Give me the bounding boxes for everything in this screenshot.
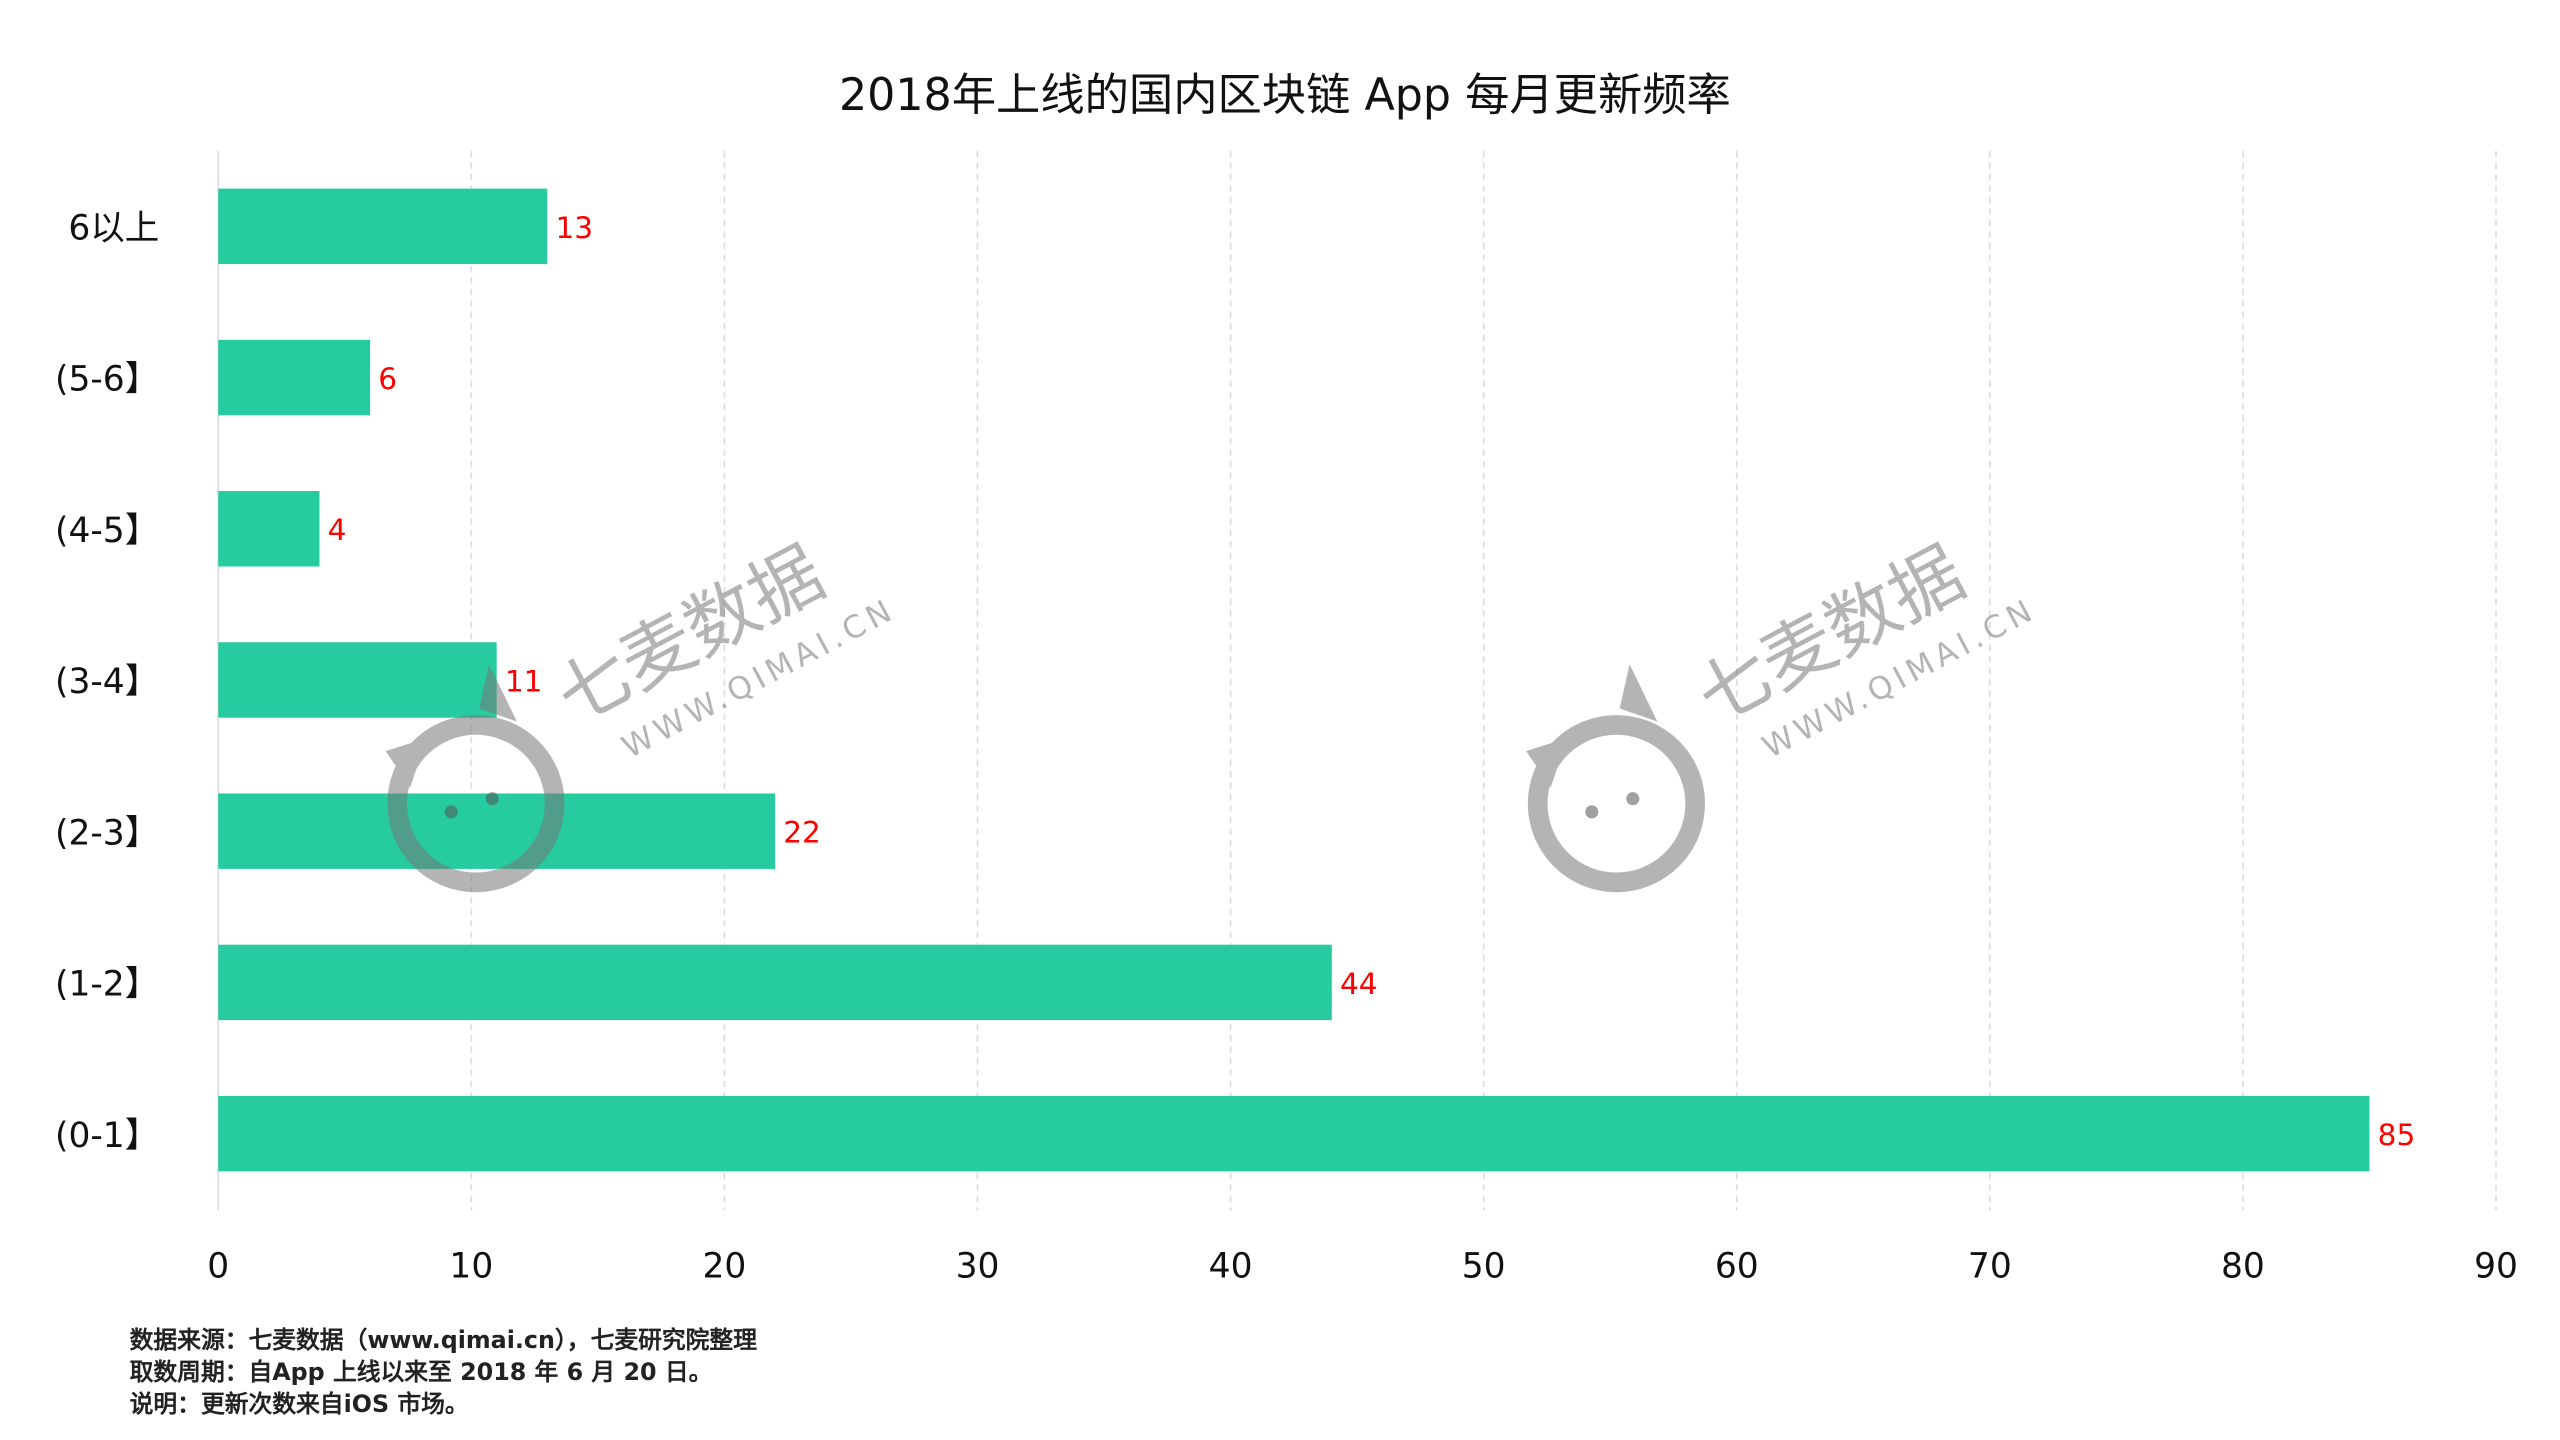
chart-title: 2018年上线的国内区块链 App 每月更新频率: [839, 70, 1731, 121]
footnote: 数据来源：七麦数据（www.qimai.cn），七麦研究院整理: [130, 1326, 758, 1354]
footnotes: 数据来源：七麦数据（www.qimai.cn），七麦研究院整理取数周期：自App…: [130, 1326, 758, 1418]
x-tick-label: 70: [1968, 1247, 2012, 1287]
data-label: 11: [505, 664, 543, 698]
y-tick-label: (3-4】: [55, 662, 159, 702]
y-tick-label: (4-5】: [55, 511, 159, 551]
x-tick-label: 50: [1462, 1247, 1506, 1287]
y-tick-label: 6以上: [68, 208, 159, 248]
data-label: 85: [2378, 1118, 2416, 1152]
cat-ears-icon: [1526, 664, 1658, 788]
y-tick-label: (0-1】: [55, 1116, 159, 1156]
x-tick-label: 20: [703, 1247, 747, 1287]
footnote: 取数周期：自App 上线以来至 2018 年 6 月 20 日。: [130, 1358, 713, 1386]
cat-eye-icon: [1585, 805, 1599, 819]
bar: [218, 1095, 2370, 1172]
data-label: 44: [1340, 967, 1378, 1001]
bar: [218, 188, 548, 265]
bars: 6以上 13 (5-6】 6 (4-5】 4 (3-4】 11 (2-3】 22 (1-2】 44 (0…: [55, 188, 2416, 1172]
bar: [218, 793, 776, 869]
cat-eye-icon: [1626, 792, 1640, 806]
bar: [218, 944, 1332, 1021]
cat-eye-icon: [444, 805, 458, 819]
footnote: 说明：更新次数来自iOS 市场。: [130, 1390, 469, 1418]
bar: [218, 642, 497, 718]
y-tick-label: (1-2】: [55, 965, 159, 1005]
x-tick-label: 10: [449, 1247, 493, 1287]
cat-logo-icon: [1527, 715, 1706, 893]
cat-logo-icon: [387, 715, 565, 893]
bar: [218, 491, 320, 567]
data-label: 22: [783, 816, 821, 850]
cat-ears-icon: [385, 664, 517, 788]
data-label: 4: [328, 513, 347, 547]
x-tick-label: 0: [207, 1247, 229, 1287]
y-tick-label: (5-6】: [55, 360, 159, 400]
x-tick-label: 60: [1715, 1247, 1759, 1287]
bar: [218, 339, 371, 416]
data-label: 6: [378, 362, 397, 396]
x-tick-label: 30: [956, 1247, 1000, 1287]
data-label: 13: [555, 211, 593, 245]
x-tick-label: 90: [2474, 1247, 2518, 1287]
cat-eye-icon: [485, 792, 499, 806]
y-tick-label: (2-3】: [55, 813, 159, 853]
x-tick-label: 40: [1209, 1247, 1253, 1287]
x-tick-label: 80: [2221, 1247, 2265, 1287]
grid: 0 10 20 30 40 50 60 70 80 90: [207, 150, 2518, 1287]
